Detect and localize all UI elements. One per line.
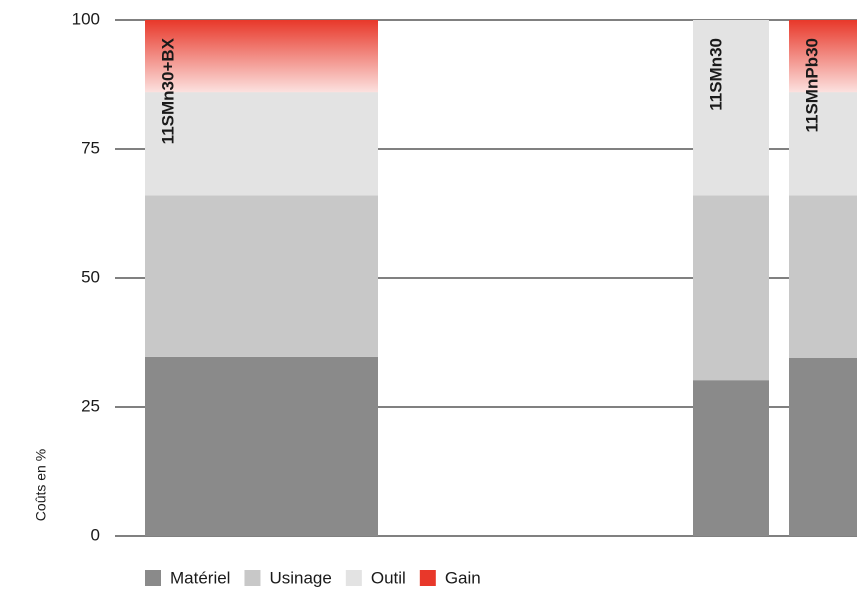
bar-segment <box>145 356 378 536</box>
bar-segment <box>693 20 769 196</box>
category-label: 11SMn30+BX <box>158 37 177 144</box>
y-tick-label: 100 <box>72 9 100 28</box>
bar-segment <box>789 357 857 536</box>
legend-label: Outil <box>371 568 406 587</box>
bar-segment <box>693 195 769 381</box>
category-label: 11SMn30 <box>706 38 725 111</box>
category-label: 11SMnPb30 <box>802 38 821 133</box>
legend-label: Matériel <box>170 568 230 587</box>
y-tick-label: 25 <box>81 396 100 415</box>
y-axis-label: Coûts en % <box>33 449 49 521</box>
bar-segment <box>789 195 857 358</box>
y-tick-label: 50 <box>81 267 100 286</box>
bar-segment <box>145 92 378 196</box>
bar-segment <box>145 20 378 93</box>
y-tick-label: 0 <box>91 525 100 544</box>
legend-swatch <box>345 570 362 586</box>
legend-swatch <box>145 570 161 586</box>
legend-label: Gain <box>445 568 481 587</box>
bar-segment <box>145 195 378 357</box>
legend-label: Usinage <box>269 568 331 587</box>
bar-segment <box>693 380 769 536</box>
y-tick-label: 75 <box>81 138 100 157</box>
bar-segment <box>789 20 857 93</box>
bar-segment <box>789 92 857 196</box>
legend-swatch <box>244 570 261 586</box>
legend-swatch <box>419 570 436 586</box>
